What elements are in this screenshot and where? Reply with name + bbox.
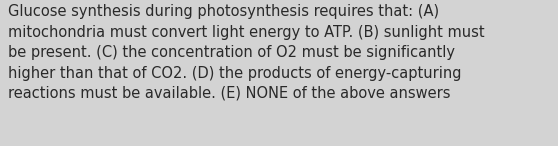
Text: Glucose synthesis during photosynthesis requires that: (A)
mitochondria must con: Glucose synthesis during photosynthesis …	[8, 4, 485, 101]
